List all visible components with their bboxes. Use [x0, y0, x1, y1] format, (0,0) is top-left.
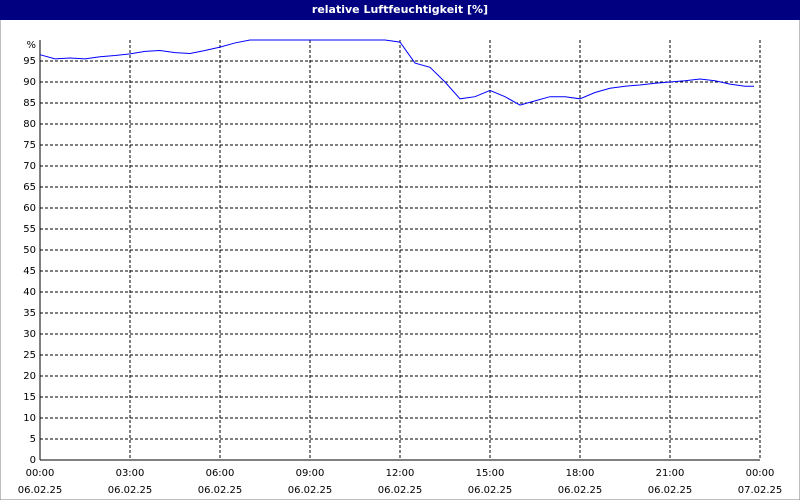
y-tick-label: 95 [23, 56, 36, 67]
x-tick-label: 15:00 [476, 468, 505, 479]
y-tick-label: 60 [23, 203, 36, 214]
x-tick-date: 06.02.25 [288, 485, 333, 496]
chart-title: relative Luftfeuchtigkeit [%] [312, 3, 488, 16]
x-tick-date: 06.02.25 [648, 485, 693, 496]
y-tick-label: 45 [23, 266, 36, 277]
title-bar [0, 0, 800, 20]
x-tick-label: 03:00 [116, 468, 145, 479]
y-tick-label: 40 [23, 287, 36, 298]
y-unit: % [26, 40, 36, 51]
x-tick-label: 12:00 [386, 468, 415, 479]
y-tick-label: 75 [23, 140, 36, 151]
y-tick-label: 10 [23, 413, 36, 424]
y-tick-label: 30 [23, 329, 36, 340]
y-tick-label: 55 [23, 224, 36, 235]
x-tick-date: 06.02.25 [18, 485, 63, 496]
x-tick-label: 00:00 [26, 468, 55, 479]
y-tick-label: 25 [23, 350, 36, 361]
x-tick-date: 06.02.25 [558, 485, 603, 496]
x-tick-date: 06.02.25 [378, 485, 423, 496]
y-tick-label: 35 [23, 308, 36, 319]
y-tick-label: 70 [23, 161, 36, 172]
x-tick-label: 06:00 [206, 468, 235, 479]
x-tick-label: 00:00 [746, 468, 775, 479]
y-tick-label: 85 [23, 98, 36, 109]
x-tick-label: 09:00 [296, 468, 325, 479]
x-tick-date: 06.02.25 [198, 485, 243, 496]
data-line [39, 39, 754, 106]
y-tick-label: 15 [23, 392, 36, 403]
y-tick-label: 90 [23, 77, 36, 88]
y-tick-label: 80 [23, 119, 36, 130]
x-tick-date: 06.02.25 [468, 485, 513, 496]
x-tick-date: 07.02.25 [738, 485, 783, 496]
y-tick-label: 5 [30, 434, 36, 445]
x-tick-label: 18:00 [566, 468, 595, 479]
y-tick-label: 0 [30, 455, 36, 466]
y-tick-label: 65 [23, 182, 36, 193]
x-tick-label: 21:00 [656, 468, 685, 479]
y-tick-label: 50 [23, 245, 36, 256]
x-tick-date: 06.02.25 [108, 485, 153, 496]
y-tick-label: 20 [23, 371, 36, 382]
